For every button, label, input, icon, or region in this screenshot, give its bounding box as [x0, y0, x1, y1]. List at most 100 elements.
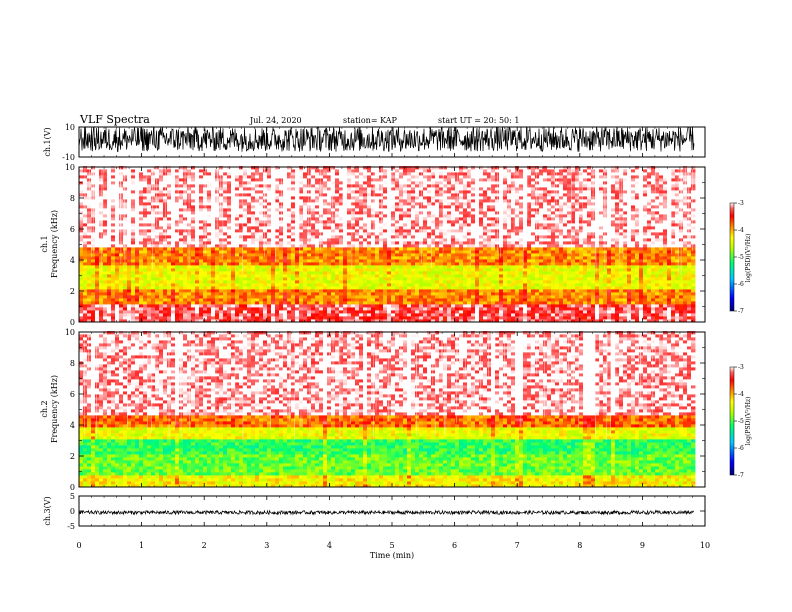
- spectrogram-cell: [435, 226, 440, 230]
- spectrogram-cell: [371, 214, 376, 218]
- spectrogram-cell: [87, 313, 92, 317]
- spectrogram-cell: [335, 265, 340, 269]
- spectrogram-cell: [79, 199, 84, 203]
- spectrogram-cell: [283, 169, 288, 173]
- spectrogram-cell: [443, 187, 448, 191]
- spectrogram-cell: [199, 280, 204, 284]
- spectrogram-cell: [335, 292, 340, 296]
- spectrogram-cell: [207, 214, 212, 218]
- spectrogram-cell: [459, 166, 464, 170]
- spectrogram-cell: [451, 217, 456, 221]
- spectrogram-cell: [207, 277, 212, 281]
- spectrogram-cell: [303, 232, 308, 236]
- spectrogram-cell: [191, 304, 196, 308]
- spectrogram-cell: [131, 184, 136, 188]
- spectrogram-cell: [315, 256, 320, 260]
- spectrogram-cell: [139, 199, 144, 203]
- spectrogram-cell: [323, 277, 328, 281]
- spectrogram-cell: [323, 310, 328, 314]
- spectrogram-cell: [355, 190, 360, 194]
- spectrogram-cell: [183, 259, 188, 263]
- spectrogram-cell: [247, 196, 252, 200]
- spectrogram-cell: [119, 217, 124, 221]
- spectrogram-cell: [215, 289, 220, 293]
- spectrogram-cell: [435, 241, 440, 245]
- spectrogram-cell: [391, 247, 396, 251]
- spectrogram-cell: [99, 169, 104, 173]
- spectrogram-cell: [351, 190, 356, 194]
- spectrogram-cell: [327, 226, 332, 230]
- spectrogram-cell: [403, 265, 408, 269]
- spectrogram-cell: [79, 304, 84, 308]
- spectrogram-cell: [215, 265, 220, 269]
- spectrogram-cell: [343, 232, 348, 236]
- spectrogram-cell: [427, 187, 432, 191]
- spectrogram-cell: [95, 316, 100, 320]
- spectrogram-cell: [359, 295, 364, 299]
- spectrogram-cell: [367, 271, 372, 275]
- spectrogram-cell: [451, 193, 456, 197]
- spectrogram-cell: [251, 169, 256, 173]
- spectrogram-cell: [255, 211, 260, 215]
- spectrogram-cell: [263, 181, 268, 185]
- spectrogram-cell: [363, 181, 368, 185]
- spectrogram-cell: [107, 292, 112, 296]
- spectrogram-cell: [83, 259, 88, 263]
- spectrogram-cell: [339, 169, 344, 173]
- spectrogram-cell: [411, 292, 416, 296]
- spectrogram-cell: [115, 223, 120, 227]
- spectrogram-cell: [363, 217, 368, 221]
- spectrogram-cell: [379, 259, 384, 263]
- spectrogram-cell: [115, 181, 120, 185]
- spectrogram-cell: [319, 283, 324, 287]
- spectrogram-cell: [95, 238, 100, 242]
- spectrogram-cell: [383, 259, 388, 263]
- spectrogram-cell: [131, 202, 136, 206]
- spectrogram-cell: [243, 184, 248, 188]
- spectrogram-cell: [135, 211, 140, 215]
- spectrogram-cell: [323, 211, 328, 215]
- spectrogram-cell: [235, 319, 240, 323]
- spectrogram-cell: [163, 310, 168, 314]
- spectrogram-cell: [315, 286, 320, 290]
- spectrogram-cell: [91, 214, 96, 218]
- spectrogram-cell: [183, 235, 188, 239]
- spectrogram-cell: [391, 313, 396, 317]
- spectrogram-cell: [347, 226, 352, 230]
- spectrogram-cell: [111, 274, 116, 278]
- spectrogram-cell: [339, 235, 344, 239]
- spectrogram-cell: [379, 226, 384, 230]
- spectrogram-cell: [423, 307, 428, 311]
- spectrogram-cell: [383, 247, 388, 251]
- spectrogram-cell: [339, 208, 344, 212]
- spectrogram-cell: [299, 262, 304, 266]
- spectrogram-cell: [291, 265, 296, 269]
- spectrogram-cell: [351, 265, 356, 269]
- spectrogram-cell: [99, 256, 104, 260]
- spectrogram-cell: [259, 283, 264, 287]
- spectrogram-cell: [171, 169, 176, 173]
- spectrogram-cell: [215, 259, 220, 263]
- spectrogram-cell: [83, 253, 88, 257]
- spectrogram-cell: [179, 208, 184, 212]
- spectrogram-cell: [255, 250, 260, 254]
- spectrogram-cell: [367, 169, 372, 173]
- spectrogram-cell: [275, 292, 280, 296]
- spectrogram-cell: [459, 295, 464, 299]
- spectrogram-cell: [403, 238, 408, 242]
- spectrogram-cell: [263, 217, 268, 221]
- spectrogram-cell: [311, 268, 316, 272]
- spectrogram-cell: [223, 310, 228, 314]
- spectrogram-cell: [303, 271, 308, 275]
- spectrogram-cell: [111, 199, 116, 203]
- spectrogram-cell: [319, 310, 324, 314]
- spectrogram-cell: [83, 235, 88, 239]
- spectrogram-cell: [99, 295, 104, 299]
- spectrogram-cell: [159, 247, 164, 251]
- spectrogram-cell: [99, 193, 104, 197]
- spectrogram-cell: [255, 184, 260, 188]
- spectrogram-cell: [347, 250, 352, 254]
- spectrogram-cell: [135, 295, 140, 299]
- spectrogram-cell: [159, 175, 164, 179]
- spectrogram-cell: [219, 166, 224, 170]
